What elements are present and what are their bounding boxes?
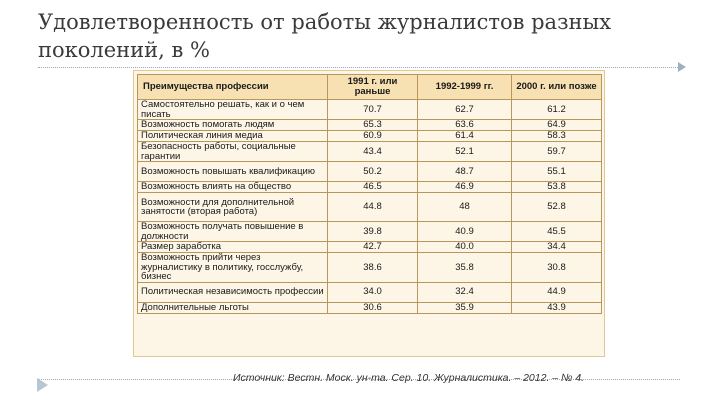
cell-value: 46.9 xyxy=(417,181,512,193)
row-label: Возможность прийти через журналистику в … xyxy=(137,252,328,283)
top-divider xyxy=(38,67,680,68)
cell-value: 63.6 xyxy=(417,119,512,131)
table-row: Дополнительные льготы 30.6 35.9 43.9 xyxy=(137,301,602,314)
table-row: Возможность прийти через журналистику в … xyxy=(137,252,602,283)
cell-value: 50.2 xyxy=(327,161,418,182)
cell-value: 44.8 xyxy=(327,192,418,222)
table-row: Размер заработка 42.7 40.0 34.4 xyxy=(137,241,602,253)
column-header-1991-or-earlier: 1991 г. или раньше xyxy=(327,74,418,100)
table-container: Преимущества профессии 1991 г. или раньш… xyxy=(133,70,605,357)
cell-value: 35.9 xyxy=(417,301,512,314)
cell-value: 60.9 xyxy=(327,130,418,142)
cell-value: 38.6 xyxy=(327,252,418,283)
satisfaction-table: Преимущества профессии 1991 г. или раньш… xyxy=(137,74,602,314)
cell-value: 43.9 xyxy=(511,301,602,314)
cell-value: 52.8 xyxy=(511,192,602,222)
row-label: Дополнительные льготы xyxy=(137,301,328,314)
cell-value: 32.4 xyxy=(417,281,512,303)
row-label: Возможность повышать квалификацию xyxy=(137,161,328,182)
cell-value: 43.4 xyxy=(327,141,418,162)
cell-value: 61.2 xyxy=(511,99,602,120)
cell-value: 59.7 xyxy=(511,141,602,162)
cell-value: 40.0 xyxy=(417,241,512,253)
row-label: Политическая линия медиа xyxy=(137,130,328,142)
column-header-1992-1999: 1992-1999 гг. xyxy=(417,74,512,100)
cell-value: 30.6 xyxy=(327,301,418,314)
cell-value: 53.8 xyxy=(511,181,602,193)
cell-value: 52.1 xyxy=(417,141,512,162)
column-header-advantages: Преимущества профессии xyxy=(137,74,328,100)
table-row: Возможности для дополнительной занятости… xyxy=(137,192,602,222)
table-row: Возможность повышать квалификацию 50.2 4… xyxy=(137,161,602,182)
source-citation: Источник: Вестн. Моск. ун-та. Сер. 10. Ж… xyxy=(233,372,585,384)
table-header-row: Преимущества профессии 1991 г. или раньш… xyxy=(137,74,602,100)
table-row: Возможность влиять на общество 46.5 46.9… xyxy=(137,181,602,193)
cell-value: 35.8 xyxy=(417,252,512,283)
table-row: Политическая линия медиа 60.9 61.4 58.3 xyxy=(137,130,602,142)
table-row: Возможность помогать людям 65.3 63.6 64.… xyxy=(137,119,602,131)
slide-title: Удовлетворенность от работы журналистов … xyxy=(38,10,612,62)
table-row: Безопасность работы, социальные гарантии… xyxy=(137,141,602,162)
cell-value: 64.9 xyxy=(511,119,602,131)
cell-value: 39.8 xyxy=(327,221,418,242)
cell-value: 55.1 xyxy=(511,161,602,182)
cell-value: 34.4 xyxy=(511,241,602,253)
cell-value: 34.0 xyxy=(327,281,418,303)
triangle-marker-icon xyxy=(37,378,48,392)
row-label: Политическая независимость профессии xyxy=(137,281,328,303)
cell-value: 45.5 xyxy=(511,221,602,242)
row-label: Возможность влиять на общество xyxy=(137,181,328,193)
cell-value: 42.7 xyxy=(327,241,418,253)
table-row: Политическая независимость профессии 34.… xyxy=(137,281,602,303)
cell-value: 58.3 xyxy=(511,130,602,142)
cell-value: 30.8 xyxy=(511,252,602,283)
row-label: Безопасность работы, социальные гарантии xyxy=(137,141,328,162)
table-row: Возможность получать повышение в должнос… xyxy=(137,221,602,242)
triangle-marker-icon xyxy=(678,62,686,72)
row-label: Возможность помогать людям xyxy=(137,119,328,131)
row-label: Самостоятельно решать, как и о чем писат… xyxy=(137,99,328,120)
bottom-divider xyxy=(38,379,680,380)
column-header-2000-or-later: 2000 г. или позже xyxy=(511,74,602,100)
cell-value: 65.3 xyxy=(327,119,418,131)
cell-value: 70.7 xyxy=(327,99,418,120)
cell-value: 61.4 xyxy=(417,130,512,142)
table-row: Самостоятельно решать, как и о чем писат… xyxy=(137,99,602,120)
cell-value: 40.9 xyxy=(417,221,512,242)
row-label: Размер заработка xyxy=(137,241,328,253)
cell-value: 62.7 xyxy=(417,99,512,120)
row-label: Возможности для дополнительной занятости… xyxy=(137,192,328,222)
row-label: Возможность получать повышение в должнос… xyxy=(137,221,328,242)
cell-value: 48.7 xyxy=(417,161,512,182)
cell-value: 44.9 xyxy=(511,281,602,303)
cell-value: 46.5 xyxy=(327,181,418,193)
cell-value: 48 xyxy=(417,192,512,222)
